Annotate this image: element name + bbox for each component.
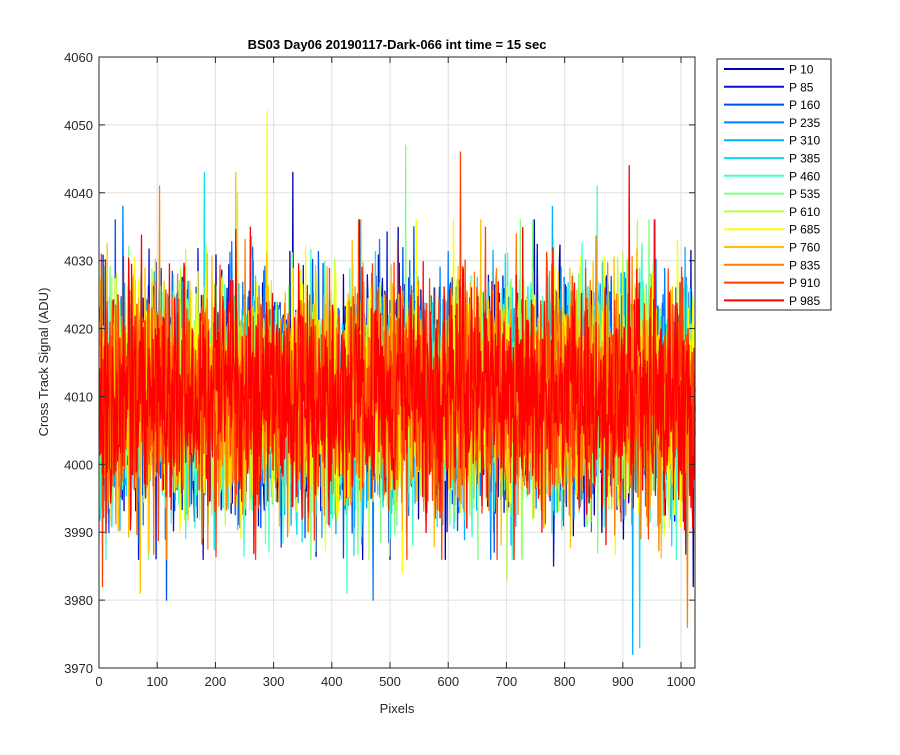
legend-label: P 760 — [789, 241, 820, 255]
x-tick-label: 400 — [321, 674, 343, 689]
axes-box — [98, 56, 696, 669]
y-tick-label: 3990 — [64, 525, 93, 540]
series-line-p-985 — [98, 164, 696, 561]
legend-box — [716, 58, 832, 311]
y-tick-label: 4020 — [64, 322, 93, 337]
legend-label: P 460 — [789, 169, 820, 183]
x-tick-label: 700 — [496, 674, 518, 689]
y-tick-label: 4060 — [64, 50, 93, 65]
legend-items: P 10 P 85 P 160 P 235 P 310 P 385 P 460 P 535 P … — [724, 63, 820, 308]
y-tick-label: 4010 — [64, 389, 93, 404]
legend-label: P 385 — [789, 152, 820, 166]
y-axis-label: Cross Track Signal (ADU) — [36, 288, 51, 437]
x-tick-label: 0 — [95, 674, 102, 689]
legend-label: P 310 — [789, 134, 820, 148]
x-tick-label: 800 — [554, 674, 576, 689]
x-tick-label: 300 — [263, 674, 285, 689]
legend-label: P 910 — [789, 276, 820, 290]
y-tick-label: 4050 — [64, 118, 93, 133]
y-tick-label: 4000 — [64, 457, 93, 472]
x-tick-label: 100 — [146, 674, 168, 689]
legend-label: P 160 — [789, 98, 820, 112]
legend-label: P 535 — [789, 187, 820, 201]
x-tick-label: 600 — [437, 674, 459, 689]
x-axis-label: Pixels — [380, 701, 415, 716]
x-tick-label: 200 — [205, 674, 227, 689]
x-tick-label: 900 — [612, 674, 634, 689]
y-tick-label: 3980 — [64, 593, 93, 608]
legend-label: P 835 — [789, 258, 820, 272]
legend: P 10 P 85 P 160 P 235 P 310 P 385 P 460 P 535 P … — [716, 58, 832, 311]
tick-layer: 0 100 200 300 400 500 600 700 800 900 1000 3970 3980… — [64, 50, 695, 689]
legend-label: P 685 — [789, 223, 820, 237]
y-tick-label: 3970 — [64, 661, 93, 676]
series-layer — [98, 110, 696, 656]
legend-label: P 85 — [789, 80, 814, 94]
legend-label: P 10 — [789, 63, 814, 77]
legend-label: P 235 — [789, 116, 820, 130]
y-tick-label: 4040 — [64, 186, 93, 201]
legend-label: P 985 — [789, 294, 820, 308]
x-tick-label: 1000 — [667, 674, 696, 689]
x-tick-label: 500 — [379, 674, 401, 689]
y-tick-label: 4030 — [64, 254, 93, 269]
chart-title: BS03 Day06 20190117-Dark-066 int time = … — [248, 37, 547, 52]
legend-label: P 610 — [789, 205, 820, 219]
